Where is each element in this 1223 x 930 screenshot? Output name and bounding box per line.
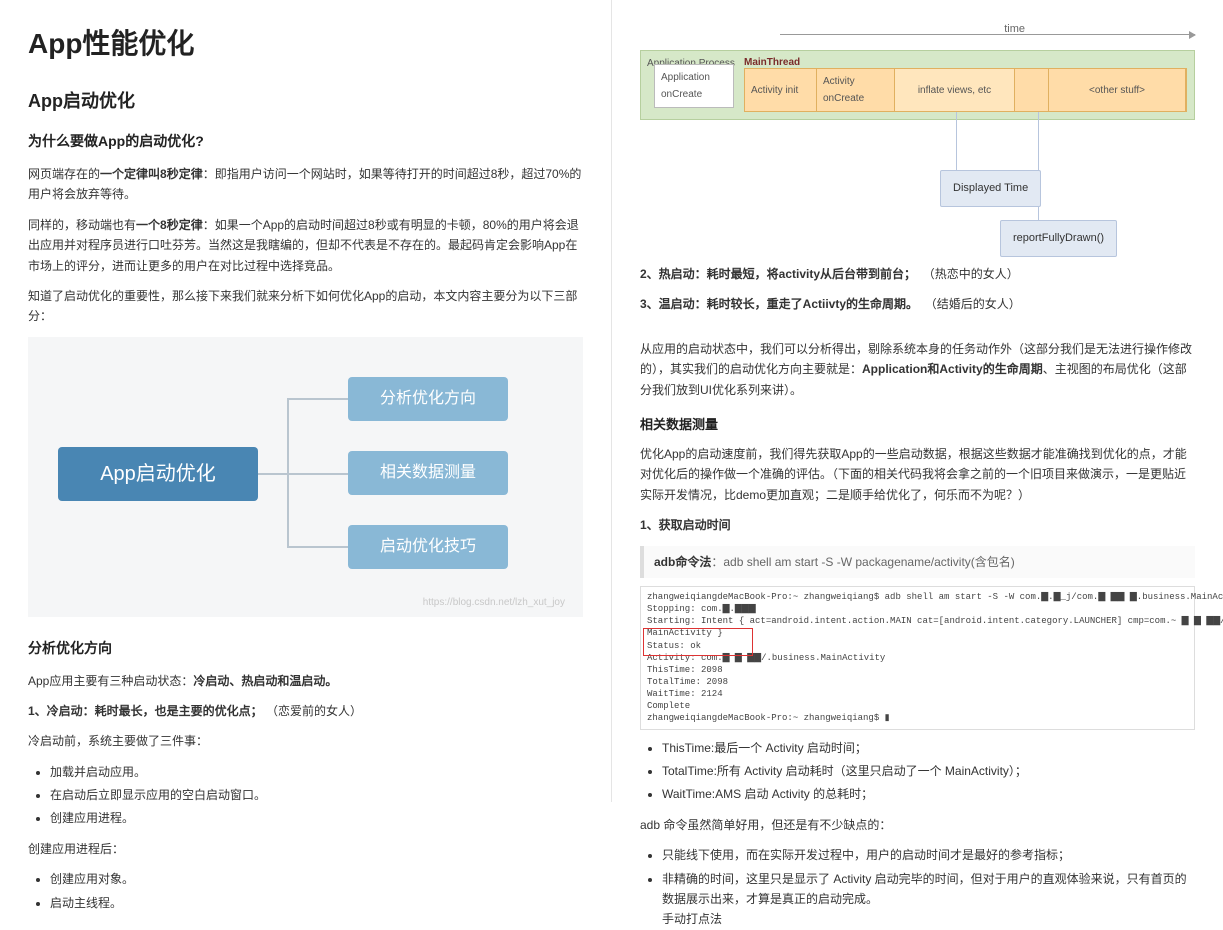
paragraph: 知道了启动优化的重要性，那么接下来我们就来分析下如何优化App的启动，本文内容主… [28, 286, 583, 327]
list-item: 非精确的时间，这里只是显示了 Activity 启动完毕的时间，但对于用户的直观… [662, 869, 1195, 930]
bullet-list: 只能线下使用，而在实际开发过程中，用户的启动时间才是最好的参考指标； 非精确的时… [662, 845, 1195, 930]
terminal-line: WaitTime: 2124 [647, 689, 723, 699]
terminal-line: Stopping: com.▇.▇▇▇ [647, 604, 756, 614]
terminal-line: TotalTime: 2098 [647, 677, 728, 687]
list-item: 只能线下使用，而在实际开发过程中，用户的启动时间才是最好的参考指标； [662, 845, 1195, 865]
list-item: 加载并启动应用。 [50, 762, 583, 782]
diagram-child-node: 启动优化技巧 [348, 525, 508, 569]
bullet-list: 创建应用对象。 启动主线程。 [50, 869, 583, 913]
left-column: App性能优化 App启动优化 为什么要做App的启动优化? 网页端存在的一个定… [0, 0, 612, 802]
paragraph: 创建应用进程后： [28, 839, 583, 859]
diagram-attribution: https://blog.csdn.net/lzh_xut_joy [423, 594, 565, 611]
paragraph: 从应用的启动状态中，我们可以分析得出，剔除系统本身的任务动作外（这部分我们是无法… [640, 339, 1195, 400]
subsection-heading: 为什么要做App的启动优化? [28, 130, 583, 154]
stage-box: inflate views, etc [895, 69, 1015, 111]
diagram-root-node: App启动优化 [58, 447, 258, 501]
time-axis [780, 34, 1195, 35]
stage-box: Activity init [745, 69, 817, 111]
app-oncreate-box: Application onCreate [654, 64, 734, 108]
paragraph: 1、获取启动时间 [640, 515, 1195, 535]
section-heading: App启动优化 [28, 86, 583, 117]
right-column: time Application Process Application onC… [612, 0, 1223, 802]
stage-box: Activity onCreate [817, 69, 895, 111]
list-item: ThisTime:最后一个 Activity 启动时间； [662, 738, 1195, 758]
terminal-output: zhangweiqiangdeMacBook-Pro:~ zhangweiqia… [640, 586, 1195, 730]
list-item: 在启动后立即显示应用的空白启动窗口。 [50, 785, 583, 805]
subsection-heading: 相关数据测量 [640, 414, 1195, 436]
subsection-heading: 分析优化方向 [28, 637, 583, 661]
bullet-list: ThisTime:最后一个 Activity 启动时间； TotalTime:所… [662, 738, 1195, 805]
stage-box: <other stuff> [1049, 69, 1186, 111]
terminal-line: Status: ok [647, 641, 701, 651]
terminal-line: ThisTime: 2098 [647, 665, 723, 675]
mainthread-lane: Activity init Activity onCreate inflate … [744, 68, 1187, 112]
paragraph: 网页端存在的一个定律叫8秒定律：即指用户访问一个网站时，如果等待打开的时间超过8… [28, 164, 583, 205]
list-item: 启动主线程。 [50, 893, 583, 913]
paragraph: App应用主要有三种启动状态：冷启动、热启动和温启动。 [28, 671, 583, 691]
list-item: TotalTime:所有 Activity 启动耗时（这里只启动了一个 Main… [662, 761, 1195, 781]
callout-reportfullydrawn: reportFullyDrawn() [1000, 220, 1117, 257]
paragraph: 3、温启动：耗时较长，重走了Actiivty的生命周期。 （结婚后的女人） [640, 294, 1195, 314]
terminal-line: Starting: Intent { act=android.intent.ac… [647, 616, 1223, 626]
bullet-list: 加载并启动应用。 在启动后立即显示应用的空白启动窗口。 创建应用进程。 [50, 762, 583, 829]
axis-label: time [1004, 20, 1025, 39]
page-title: App性能优化 [28, 20, 583, 68]
treemap-diagram: App启动优化 分析优化方向 相关数据测量 启动优化技巧 https://blo… [28, 337, 583, 617]
paragraph: adb 命令虽然简单好用，但还是有不少缺点的： [640, 815, 1195, 835]
list-item: 创建应用进程。 [50, 808, 583, 828]
diagram-connectors [258, 337, 348, 617]
terminal-line: Complete [647, 701, 690, 711]
diagram-child-node: 分析优化方向 [348, 377, 508, 421]
paragraph: 同样的，移动端也有一个8秒定律：如果一个App的启动时间超过8秒或有明显的卡顿，… [28, 215, 583, 276]
callout-displayed-time: Displayed Time [940, 170, 1041, 207]
terminal-line: zhangweiqiangdeMacBook-Pro:~ zhangweiqia… [647, 713, 890, 723]
paragraph: 冷启动前，系统主要做了三件事： [28, 731, 583, 751]
terminal-line: zhangweiqiangdeMacBook-Pro:~ zhangweiqia… [647, 592, 1223, 602]
diagram-child-node: 相关数据测量 [348, 451, 508, 495]
paragraph: 1、冷启动：耗时最长，也是主要的优化点； （恋爱前的女人） [28, 701, 583, 721]
list-item: 创建应用对象。 [50, 869, 583, 889]
terminal-line: MainActivity } [647, 628, 723, 638]
paragraph: 优化App的启动速度前，我们得先获取App的一些启动数据，根据这些数据才能准确找… [640, 444, 1195, 505]
callout-leader [956, 112, 957, 170]
terminal-line: Activity: com.▇ ▇ ▇▇/.business.MainActiv… [647, 653, 885, 663]
paragraph: 2、热启动：耗时最短，将activity从后台带到前台； （热恋中的女人） [640, 264, 1195, 284]
stage-gap [1015, 69, 1049, 111]
timeline-diagram: time Application Process Application onC… [640, 20, 1195, 250]
command-block: adb命令法：adb shell am start -S -W packagen… [640, 546, 1195, 578]
